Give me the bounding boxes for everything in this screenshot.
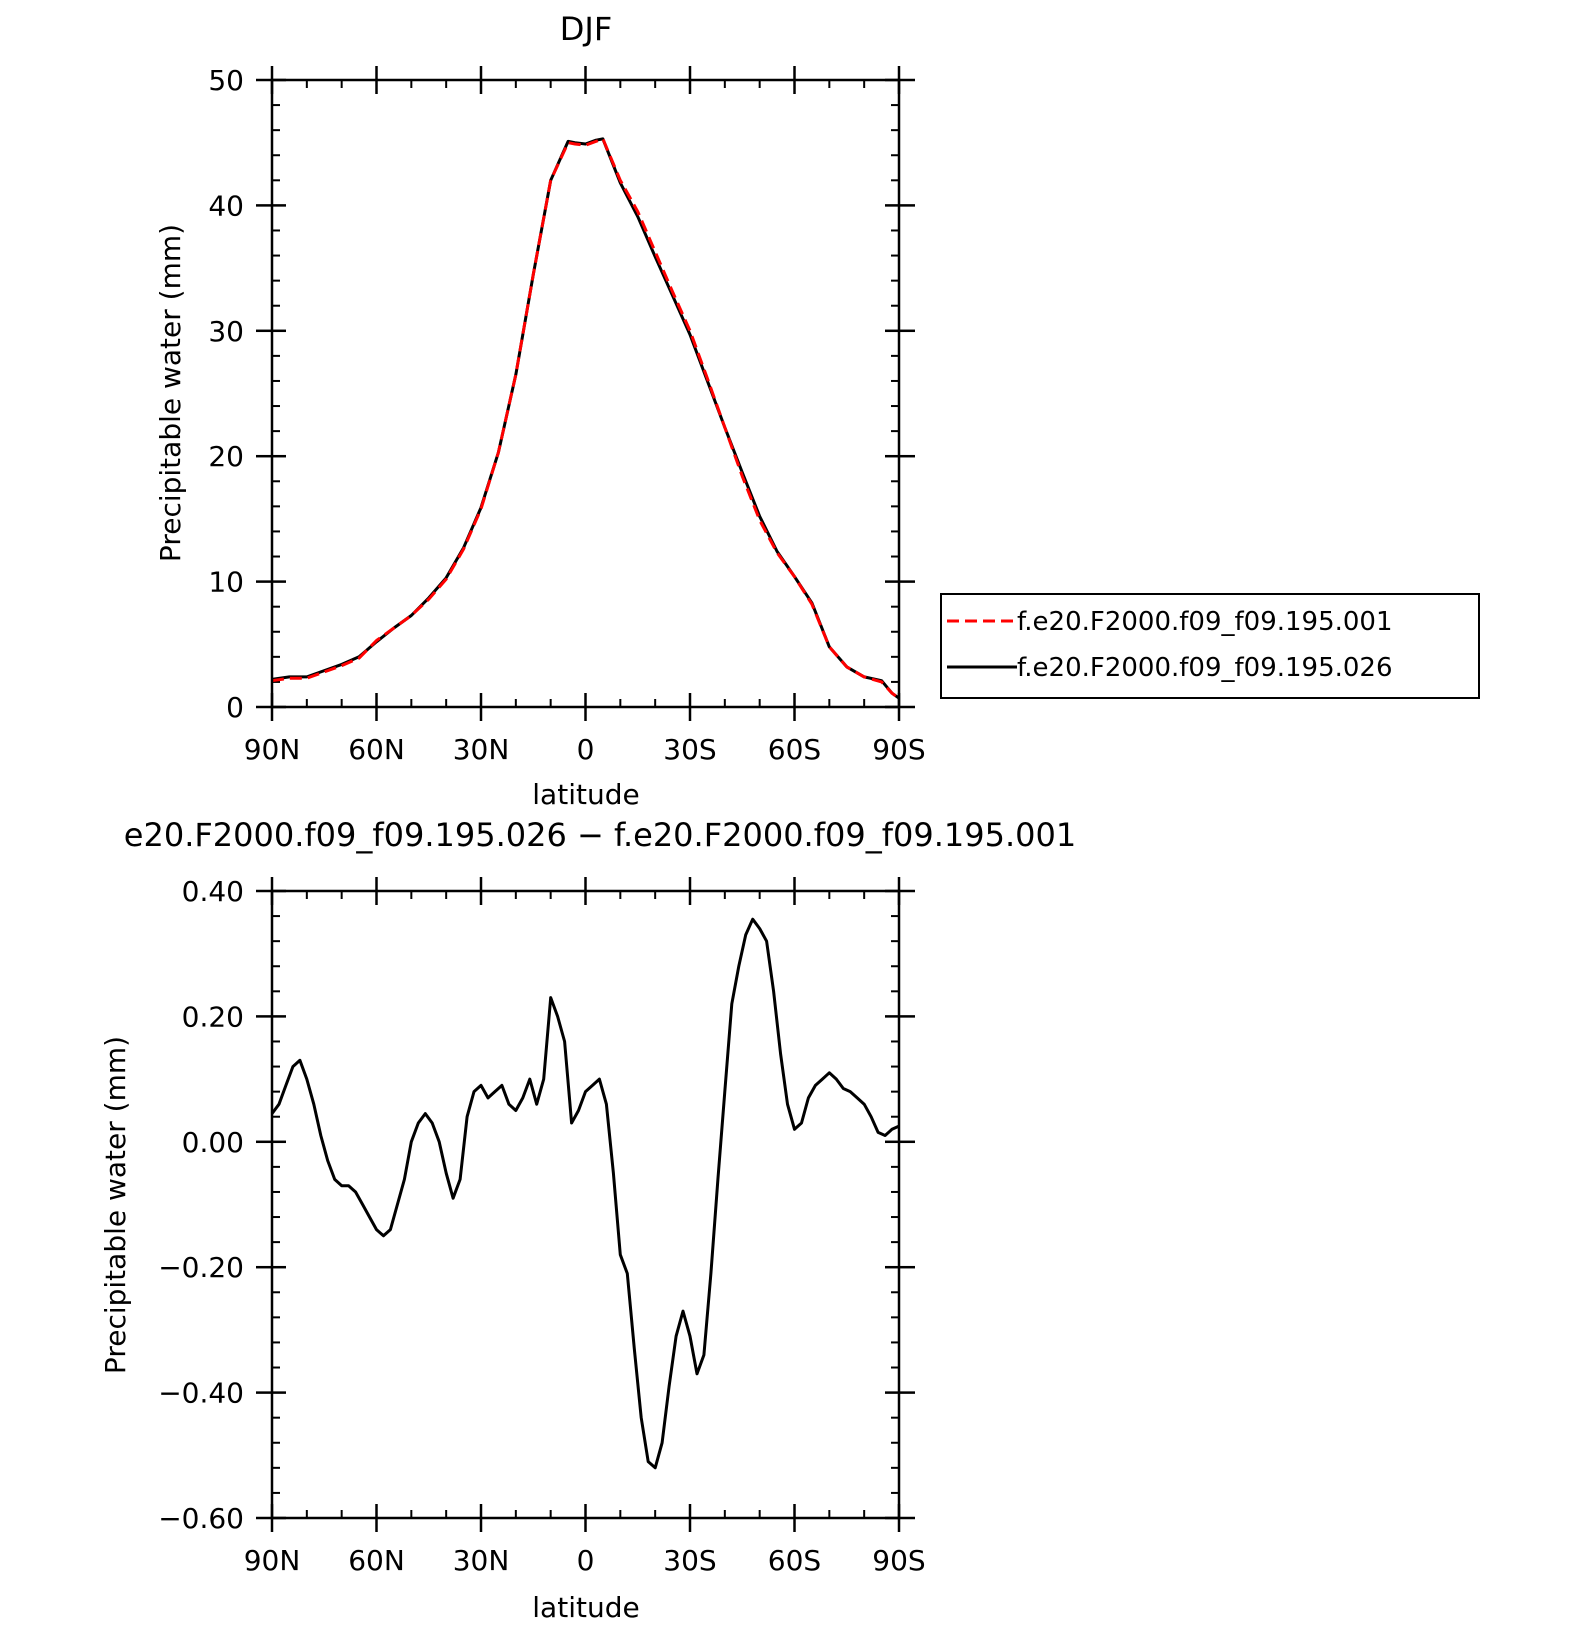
top-chart-tick-labels: 90N 60N 30N 0 30S 60S 90S 0 10 20 30 40 50 [208,64,925,766]
top-y-tick-label: 20 [208,440,244,473]
top-chart-title: DJF [560,10,612,48]
bottom-x-tick-label: 30S [663,1544,716,1577]
legend-label-series-1: f.e20.F2000.f09_f09.195.001 [1017,607,1393,637]
top-y-tick-label: 40 [208,189,244,222]
top-series-line-1 [271,137,900,700]
legend: f.e20.F2000.f09_f09.195.001 f.e20.F2000.… [940,593,1480,699]
top-x-tick-label: 90S [872,733,925,766]
bottom-y-tick-label: −0.60 [158,1502,244,1535]
top-x-tick-label: 30N [453,733,510,766]
bottom-x-tick-label: 0 [577,1544,595,1577]
bottom-y-tick-label: −0.40 [158,1377,244,1410]
legend-label-series-2: f.e20.F2000.f09_f09.195.026 [1017,653,1393,683]
bottom-y-tick-label: 0.40 [182,875,244,908]
top-x-tick-label: 30S [663,733,716,766]
top-panel: DJF 90N 60N 30N 0 30S 60S 90S 0 10 20 30 40 50 latit… [154,10,926,811]
bottom-chart-tick-labels: 90N 60N 30N 0 30S 60S 90S −0.60 −0.40 −0.20 0.00 0.… [158,875,926,1577]
top-chart-series [271,137,900,700]
bottom-x-tick-label: 60S [768,1544,821,1577]
top-y-tick-label: 30 [208,315,244,348]
bottom-chart-frame [270,889,901,1520]
bottom-y-tick-label: 0.00 [182,1126,244,1159]
bottom-x-tick-label: 90S [872,1544,925,1577]
top-series-line-2 [271,137,900,700]
top-x-tick-label: 90N [244,733,301,766]
top-x-tick-label: 0 [577,733,595,766]
bottom-x-tick-label: 60N [348,1544,405,1577]
bottom-y-tick-label: 0.20 [182,1000,244,1033]
bottom-series-line-1 [270,917,900,1470]
top-chart-y-axis-label: Precipitable water (mm) [154,224,187,562]
bottom-chart-ticks [256,877,915,1532]
bottom-panel: e20.F2000.f09_f09.195.026 − f.e20.F2000.… [99,816,1076,1624]
top-chart-x-axis-label: latitude [532,778,639,811]
bottom-chart-y-axis-label: Precipitable water (mm) [99,1036,132,1374]
bottom-chart-title: e20.F2000.f09_f09.195.026 − f.e20.F2000.… [124,816,1076,854]
top-x-tick-label: 60S [768,733,821,766]
bottom-chart-series [270,917,900,1470]
top-chart-ticks [256,66,915,721]
bottom-y-tick-label: −0.20 [158,1251,244,1284]
top-chart-frame [270,78,901,709]
bottom-x-tick-label: 90N [244,1544,301,1577]
bottom-x-tick-label: 30N [453,1544,510,1577]
bottom-chart-x-axis-label: latitude [532,1591,639,1624]
top-y-tick-label: 50 [208,64,244,97]
top-y-tick-label: 0 [226,691,244,724]
top-x-tick-label: 60N [348,733,405,766]
top-y-tick-label: 10 [208,566,244,599]
legend-box [940,593,1480,699]
